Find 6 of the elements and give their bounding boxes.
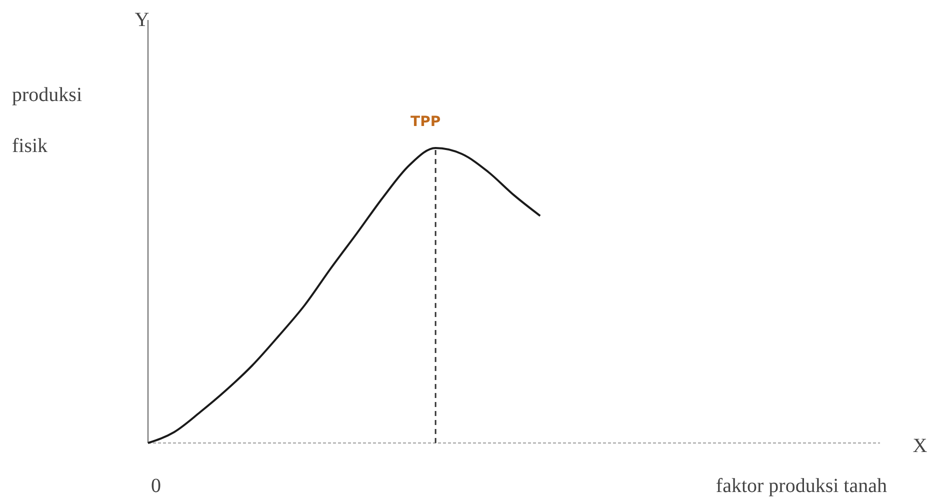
text: produksi fisik — [12, 84, 82, 157]
text: X — [912, 435, 928, 457]
text: 0 — [151, 475, 161, 497]
text: TPP — [410, 114, 441, 130]
text: Y — [134, 9, 150, 31]
x-axis-title: faktor produksi tanah — [716, 475, 887, 497]
